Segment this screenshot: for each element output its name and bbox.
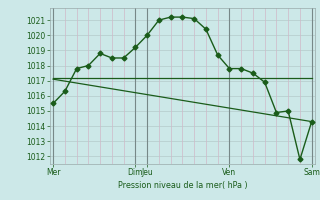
X-axis label: Pression niveau de la mer( hPa ): Pression niveau de la mer( hPa ) bbox=[117, 181, 247, 190]
